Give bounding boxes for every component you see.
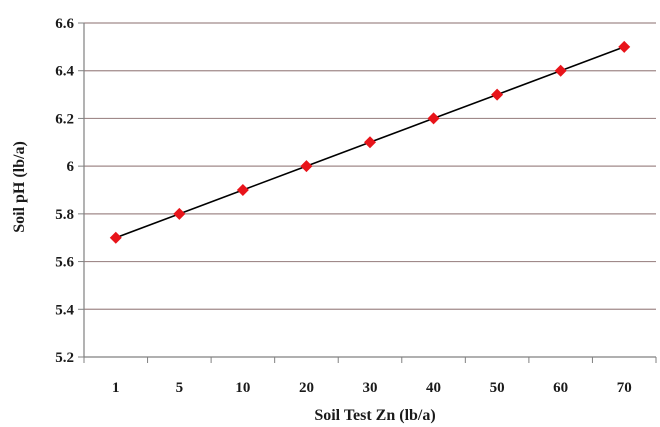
grid-lines — [84, 23, 656, 309]
x-tick-label: 40 — [426, 380, 441, 396]
x-tick-label: 1 — [112, 380, 120, 396]
y-tick-label: 6 — [67, 159, 75, 175]
y-axis-title: Soil pH (lb/a) — [11, 141, 28, 233]
x-tick-labels: 1 5 10 20 30 40 50 60 70 — [112, 380, 632, 396]
data-point — [618, 41, 630, 53]
y-tick-label: 6.6 — [55, 16, 74, 32]
data-point — [428, 112, 440, 124]
axes — [78, 23, 656, 363]
x-tick-label: 5 — [176, 380, 184, 396]
data-point — [491, 89, 503, 101]
data-point — [110, 232, 122, 244]
x-tick-label: 20 — [299, 380, 314, 396]
y-tick-label: 5.8 — [55, 207, 74, 223]
y-tick-label: 5.4 — [55, 302, 74, 318]
y-tick-label: 6.4 — [55, 64, 74, 80]
y-tick-label: 6.2 — [55, 111, 74, 127]
data-point — [364, 136, 376, 148]
x-tick-label: 70 — [617, 380, 632, 396]
y-tick-label: 5.2 — [55, 350, 74, 366]
data-point — [237, 184, 249, 196]
data-point — [300, 160, 312, 172]
y-tick-labels: 5.2 5.4 5.6 5.8 6 6.2 6.4 6.6 — [55, 16, 74, 366]
data-point — [555, 65, 567, 77]
x-tick-label: 50 — [490, 380, 505, 396]
x-tick-label: 10 — [235, 380, 250, 396]
y-tick-label: 5.6 — [55, 255, 74, 271]
x-tick-label: 30 — [363, 380, 378, 396]
x-tick-label: 60 — [553, 380, 568, 396]
x-axis-title: Soil Test Zn (lb/a) — [314, 407, 435, 424]
data-point — [173, 208, 185, 220]
